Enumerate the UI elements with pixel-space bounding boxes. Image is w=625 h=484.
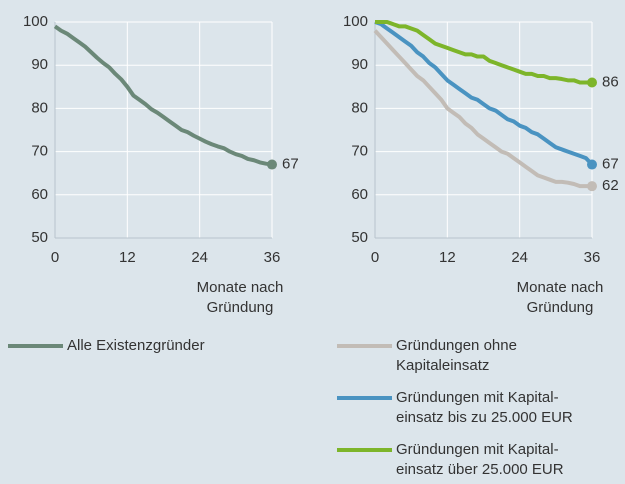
y-tick-label: 60 xyxy=(351,186,368,203)
y-tick-label: 100 xyxy=(23,13,48,30)
data-label: 67 xyxy=(282,156,299,173)
legend-label: einsatz über 25.000 EUR xyxy=(396,461,564,478)
x-axis-label: Monate nach xyxy=(197,279,284,296)
y-tick-label: 90 xyxy=(31,56,48,73)
legend-label: Gründungen mit Kapital- xyxy=(396,441,559,458)
legend-label: Gründungen mit Kapital- xyxy=(396,389,559,406)
x-axis-label: Gründung xyxy=(527,299,594,316)
x-axis-label: Gründung xyxy=(207,299,274,316)
y-tick-label: 50 xyxy=(351,229,368,246)
x-tick-label: 24 xyxy=(511,249,528,266)
end-marker xyxy=(267,159,277,170)
x-tick-label: 0 xyxy=(51,249,59,266)
data-label: 62 xyxy=(602,177,619,194)
legend-label: Alle Existenzgründer xyxy=(67,337,205,354)
y-tick-label: 80 xyxy=(31,99,48,116)
data-label: 67 xyxy=(602,156,619,173)
y-tick-label: 60 xyxy=(31,186,48,203)
x-tick-label: 0 xyxy=(371,249,379,266)
end-marker xyxy=(587,159,597,170)
x-axis-label: Monate nach xyxy=(517,279,604,296)
y-tick-label: 80 xyxy=(351,99,368,116)
line xyxy=(53,24,273,167)
y-tick-label: 90 xyxy=(351,56,368,73)
end-marker xyxy=(587,77,597,88)
y-tick-label: 50 xyxy=(31,229,48,246)
legend-label: einsatz bis zu 25.000 EUR xyxy=(396,409,573,426)
legend-label: Kapitaleinsatz xyxy=(396,357,489,374)
line xyxy=(374,20,594,166)
x-tick-label: 12 xyxy=(119,249,136,266)
end-marker xyxy=(587,181,597,192)
y-tick-label: 70 xyxy=(351,143,368,160)
x-tick-label: 36 xyxy=(264,249,281,266)
x-tick-label: 12 xyxy=(439,249,456,266)
x-tick-label: 24 xyxy=(191,249,208,266)
y-tick-label: 70 xyxy=(31,143,48,160)
data-label: 86 xyxy=(602,73,619,90)
legend-label: Gründungen ohne xyxy=(396,337,517,354)
line xyxy=(373,29,592,189)
x-tick-label: 36 xyxy=(584,249,601,266)
y-tick-label: 100 xyxy=(343,13,368,30)
line xyxy=(375,20,592,85)
